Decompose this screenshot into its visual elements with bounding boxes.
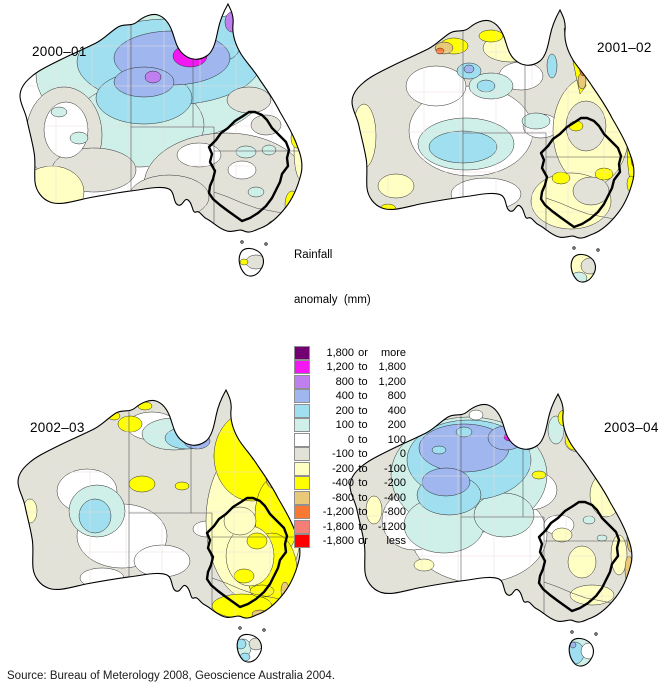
legend-conjunction: to — [358, 433, 368, 446]
legend-swatch — [294, 389, 310, 403]
legend-swatch — [294, 418, 310, 432]
legend-value-to: -200 — [383, 477, 406, 489]
legend-value-to: -400 — [383, 491, 406, 504]
legend-conjunction: or — [358, 535, 368, 547]
legend-row: -200 to -100 — [294, 461, 424, 476]
legend-swatch — [294, 461, 310, 476]
legend-value-from: -1,800 — [322, 535, 354, 547]
legend-value-to: less — [386, 535, 406, 547]
legend-row: -400 to -200 — [294, 476, 424, 490]
legend-value-from: 200 — [335, 404, 354, 417]
legend-value-to: 400 — [387, 404, 406, 417]
legend-conjunction: to — [358, 361, 368, 373]
legend-swatch — [294, 490, 310, 505]
legend-row: -1,800 or less — [294, 534, 424, 548]
legend-row: 0 to 100 — [294, 432, 424, 447]
legend-conjunction: to — [358, 477, 368, 489]
legend-value-from: 800 — [335, 375, 354, 388]
legend-row: 100 to 200 — [294, 418, 424, 432]
legend-value-to: -800 — [383, 506, 406, 518]
legend-row: 1,800 or more — [294, 345, 424, 360]
legend-value-from: -200 — [331, 462, 354, 475]
legend-value-from: 0 — [347, 433, 354, 446]
legend-title-line1: Rainfall — [294, 249, 333, 261]
map-year-label-2003-04: 2003–04 — [604, 420, 659, 435]
map-2002-03 — [17, 389, 301, 663]
legend-value-from: -400 — [331, 477, 354, 489]
legend-value-to: 1,800 — [378, 361, 406, 373]
legend-conjunction: to — [358, 404, 368, 417]
legend-conjunction: to — [358, 390, 368, 402]
legend-swatch — [294, 476, 310, 490]
legend-value-from: 1,200 — [326, 361, 354, 373]
source-text: Source: Bureau of Meterology 2008, Geosc… — [7, 670, 335, 682]
legend-row: -1,800 to -1200 — [294, 519, 424, 534]
legend-value-to: 800 — [387, 390, 406, 402]
legend-value-from: -1,800 — [322, 520, 354, 533]
legend-conjunction: to — [358, 520, 368, 533]
legend: Rainfall anomaly (mm) 1,800 or more 1,200 to… — [294, 218, 424, 549]
map-year-label-2000-01: 2000–01 — [32, 44, 87, 59]
legend-value-from: 1,800 — [326, 346, 354, 359]
map-year-label-2002-03: 2002–03 — [30, 420, 85, 435]
legend-value-from: 100 — [335, 419, 354, 431]
legend-rows: 1,800 or more 1,200 to 1,800 800 to 1,200 400 to 80… — [294, 345, 424, 548]
legend-swatch — [294, 432, 310, 447]
legend-conjunction: to — [358, 448, 368, 460]
legend-swatch — [294, 360, 310, 374]
legend-conjunction: to — [358, 462, 368, 475]
legend-conjunction: or — [358, 346, 368, 359]
legend-row: 200 to 400 — [294, 403, 424, 418]
legend-value-to: -1200 — [377, 520, 406, 533]
legend-title: Rainfall anomaly (mm) — [294, 218, 424, 338]
legend-swatch — [294, 447, 310, 461]
legend-row: -800 to -400 — [294, 490, 424, 505]
legend-value-to: 0 — [399, 448, 406, 460]
legend-title-line2: anomaly (mm) — [294, 294, 371, 306]
legend-conjunction: to — [358, 491, 368, 504]
legend-swatch — [294, 403, 310, 418]
legend-row: -1,200 to -800 — [294, 505, 424, 519]
legend-value-to: 1,200 — [378, 375, 406, 388]
legend-row: 400 to 800 — [294, 389, 424, 403]
legend-row: 800 to 1,200 — [294, 374, 424, 389]
legend-row: 1,200 to 1,800 — [294, 360, 424, 374]
legend-conjunction: to — [358, 506, 368, 518]
legend-swatch — [294, 345, 310, 360]
legend-value-to: more — [380, 346, 406, 359]
map-2003-04 — [349, 393, 633, 667]
legend-swatch — [294, 519, 310, 534]
map-2000-01 — [19, 3, 303, 277]
legend-swatch — [294, 534, 310, 548]
legend-value-to: 200 — [387, 419, 406, 431]
legend-value-from: 400 — [335, 390, 354, 402]
legend-conjunction: to — [358, 419, 368, 431]
legend-row: -100 to 0 — [294, 447, 424, 461]
legend-value-to: -100 — [383, 462, 406, 475]
map-2001-02 — [351, 9, 635, 283]
legend-swatch — [294, 505, 310, 519]
legend-value-from: -100 — [331, 448, 354, 460]
legend-conjunction: to — [358, 375, 368, 388]
map-year-label-2001-02: 2001–02 — [597, 40, 652, 55]
legend-value-from: -1,200 — [322, 506, 354, 518]
legend-value-from: -800 — [331, 491, 354, 504]
legend-swatch — [294, 374, 310, 389]
legend-value-to: 100 — [387, 433, 406, 446]
